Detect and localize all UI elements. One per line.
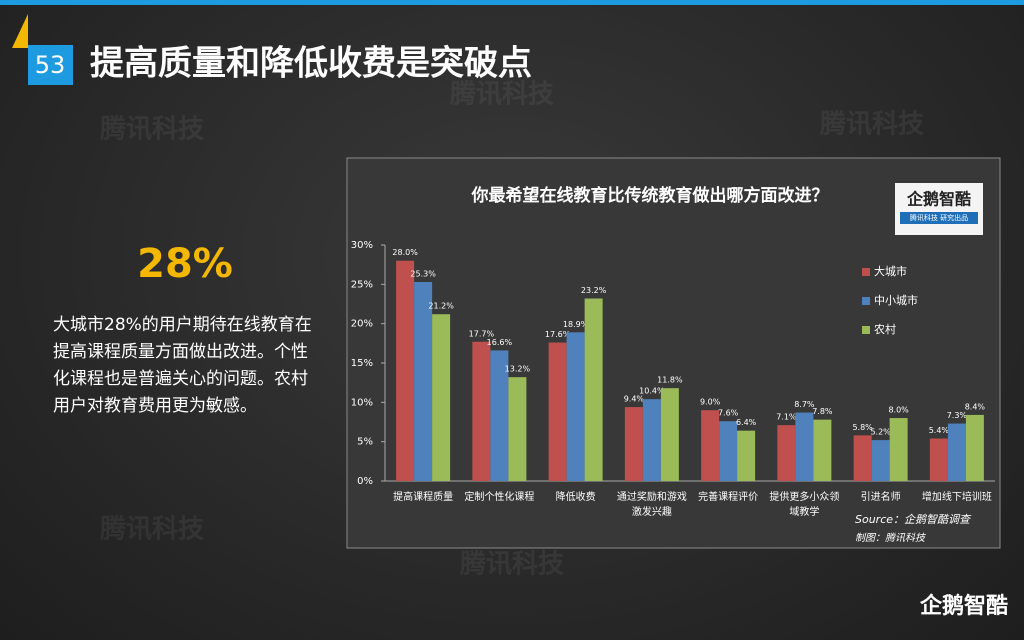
chart-panel [346, 157, 1001, 549]
value-label: 17.7% [469, 329, 495, 338]
y-tick-label: 25% [351, 279, 373, 290]
value-label: 21.2% [428, 302, 454, 311]
logo: 企鹅智酷 [906, 190, 971, 209]
x-tick-label: 增加线下培训班 [921, 492, 992, 503]
x-tick-label: 通过奖励和游戏激发兴趣 [616, 492, 687, 518]
value-label: 7.6% [718, 409, 739, 418]
x-tick-label: 提高课程质量 [393, 492, 454, 503]
highlight: 28% [137, 241, 233, 287]
bar [701, 410, 720, 481]
value-label: 6.4% [736, 418, 757, 427]
value-label: 18.9% [563, 320, 589, 329]
x-tick-label: 定制个性化课程 [464, 492, 535, 503]
bar [777, 425, 796, 481]
body-text: 大城市28%的用户期待在线教育在提高课程质量方面做出改进。个性化课程也是普遍关心… [53, 315, 312, 416]
value-label: 7.3% [947, 411, 968, 420]
bar [472, 341, 491, 481]
watermarks: 腾讯科技 腾讯科技 腾讯科技 腾讯科技 腾讯科技 [100, 80, 924, 580]
bar [414, 281, 433, 481]
value-label: 23.2% [581, 286, 607, 295]
x-tick-label: 引进名师 [860, 492, 901, 503]
bar [947, 423, 966, 481]
number-box [28, 45, 73, 85]
y-tick-label: 10% [351, 397, 373, 408]
bar [719, 421, 738, 481]
bar [396, 260, 415, 481]
accent [12, 14, 28, 48]
y-tick-label: 20% [351, 319, 373, 330]
value-label: 9.4% [624, 395, 645, 404]
value-label: 25.3% [410, 269, 436, 278]
watermark: 腾讯科技 [460, 550, 564, 580]
brand: 企鹅智酷 [919, 593, 1008, 619]
bar [965, 414, 984, 481]
y-tick-label: 0% [357, 476, 373, 487]
bar [548, 342, 567, 481]
value-label: 8.0% [888, 406, 909, 415]
x-tick-label: 提供更多小众领域教学 [769, 492, 840, 518]
value-label: 8.7% [794, 400, 815, 409]
value-label: 8.4% [965, 402, 986, 411]
legend-swatch [862, 326, 870, 334]
legend-label: 中小城市 [874, 293, 918, 307]
bar [566, 332, 585, 481]
bar [853, 435, 872, 481]
legend-swatch [862, 297, 870, 305]
value-label: 13.2% [505, 365, 531, 374]
watermark: 腾讯科技 [450, 80, 554, 110]
bar [929, 438, 948, 481]
bar [871, 440, 890, 481]
x-tick-label: 降低收费 [555, 492, 596, 503]
watermark: 腾讯科技 [100, 515, 204, 545]
legend-label: 大城市 [874, 264, 907, 278]
legend-swatch [862, 268, 870, 276]
y-tick-label: 30% [351, 240, 373, 251]
bar [660, 388, 679, 481]
bar [624, 407, 643, 481]
value-label: 16.6% [487, 338, 513, 347]
bar [889, 418, 908, 481]
bar [432, 314, 451, 481]
bar [642, 399, 661, 481]
logo-sub: 腾讯科技 研究出品 [910, 213, 968, 222]
source: Source：企鹅智酷调查 [855, 513, 972, 526]
top-bar [0, 0, 1024, 5]
value-label: 28.0% [392, 248, 418, 257]
y-tick-label: 15% [351, 358, 373, 369]
bar [737, 430, 756, 481]
bar [508, 377, 527, 481]
value-label: 11.8% [657, 376, 683, 385]
value-label: 10.4% [639, 387, 665, 396]
bar [584, 298, 603, 481]
bar [813, 419, 832, 481]
value-label: 7.8% [812, 407, 833, 416]
value-label: 5.4% [929, 426, 950, 435]
legend-label: 农村 [874, 322, 896, 336]
value-label: 17.6% [545, 330, 571, 339]
watermark: 腾讯科技 [820, 110, 924, 140]
y-tick-label: 5% [357, 437, 373, 448]
chart-title: 你最希望在线教育比传统教育做出哪方面改进？ [471, 185, 829, 206]
watermark: 腾讯科技 [100, 115, 204, 145]
logo-band [900, 212, 978, 224]
slide-number: 53 [35, 51, 66, 79]
logo-box [895, 183, 983, 235]
value-label: 5.8% [852, 423, 873, 432]
x-tick-label: 完善课程评价 [698, 492, 759, 503]
value-label: 7.1% [776, 413, 797, 422]
value-label: 5.2% [870, 428, 891, 437]
bar [490, 350, 509, 481]
bar [795, 412, 814, 481]
credit: 制图：腾讯科技 [855, 532, 927, 544]
slide-title: 提高质量和降低收费是突破点 [90, 44, 532, 84]
value-label: 9.0% [700, 398, 721, 407]
